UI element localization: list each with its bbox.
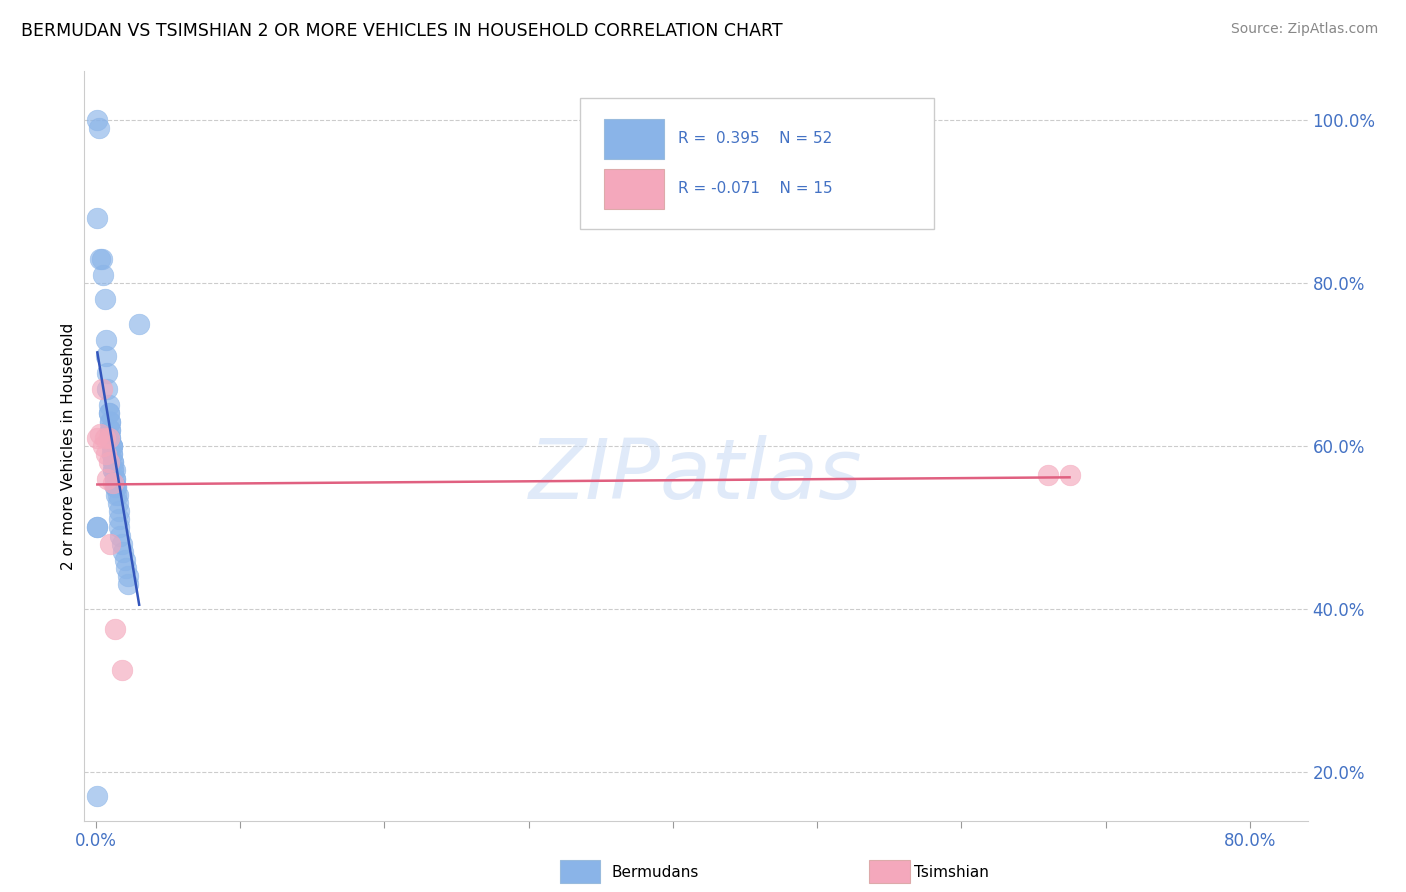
Point (90, 382, 112, 396)
Point (97, 406, 120, 420)
Point (94, 333, 117, 347)
FancyBboxPatch shape (605, 169, 664, 210)
Point (89, 252, 111, 266)
Point (103, 463, 125, 477)
Text: ZIPatlas: ZIPatlas (529, 435, 863, 516)
Text: Tsimshian: Tsimshian (914, 865, 988, 880)
Point (91, 268, 114, 282)
Point (103, 463, 125, 477)
Point (105, 480, 128, 494)
Point (103, 475, 125, 490)
Point (107, 496, 129, 510)
Point (128, 317, 150, 331)
Point (97, 431, 120, 445)
Point (100, 447, 122, 461)
Point (104, 622, 127, 636)
Point (98, 423, 121, 437)
Point (1036, 467, 1059, 482)
Point (114, 553, 136, 567)
Point (94, 350, 117, 364)
Point (86, 789, 108, 804)
Point (86, 520, 108, 534)
Point (117, 577, 139, 591)
Point (97, 406, 120, 420)
Point (98, 415, 121, 429)
Text: BERMUDAN VS TSIMSHIAN 2 OR MORE VEHICLES IN HOUSEHOLD CORRELATION CHART: BERMUDAN VS TSIMSHIAN 2 OR MORE VEHICLES… (21, 22, 783, 40)
Point (103, 455, 125, 469)
Point (117, 569, 139, 583)
Point (1059, 467, 1081, 482)
Point (104, 463, 127, 477)
Point (100, 439, 122, 453)
Point (100, 447, 122, 461)
Point (91, 439, 114, 453)
Point (100, 439, 122, 453)
Point (98, 431, 121, 445)
Point (98, 537, 121, 551)
Y-axis label: 2 or more Vehicles in Household: 2 or more Vehicles in Household (60, 322, 76, 570)
Text: R =  0.395    N = 52: R = 0.395 N = 52 (678, 131, 832, 146)
Point (96, 472, 118, 486)
Point (93, 293, 115, 307)
Point (103, 455, 125, 469)
Point (86, 520, 108, 534)
FancyBboxPatch shape (605, 119, 664, 159)
Point (96, 366, 118, 380)
Text: R = -0.071    N = 15: R = -0.071 N = 15 (678, 181, 832, 196)
Point (94, 447, 117, 461)
Point (112, 545, 135, 559)
Point (97, 398, 120, 412)
Point (115, 561, 138, 575)
Point (98, 423, 121, 437)
Point (87, 121, 110, 136)
Point (108, 520, 131, 534)
Point (111, 663, 134, 677)
Point (110, 528, 132, 542)
Point (90, 252, 112, 266)
Point (98, 415, 121, 429)
FancyBboxPatch shape (579, 97, 935, 228)
Point (108, 504, 131, 518)
Point (89, 426, 111, 441)
Point (104, 480, 127, 494)
Text: Source: ZipAtlas.com: Source: ZipAtlas.com (1230, 22, 1378, 37)
Point (97, 455, 120, 469)
Text: Bermudans: Bermudans (612, 865, 699, 880)
Point (93, 431, 115, 445)
Point (111, 537, 134, 551)
Point (96, 382, 118, 396)
Point (105, 488, 128, 502)
Point (105, 480, 128, 494)
Point (104, 472, 127, 486)
Point (86, 211, 108, 225)
Point (98, 431, 121, 445)
Point (107, 488, 129, 502)
Point (108, 512, 131, 526)
Point (86, 113, 108, 128)
Point (100, 439, 122, 453)
Point (86, 431, 108, 445)
Point (104, 472, 127, 486)
